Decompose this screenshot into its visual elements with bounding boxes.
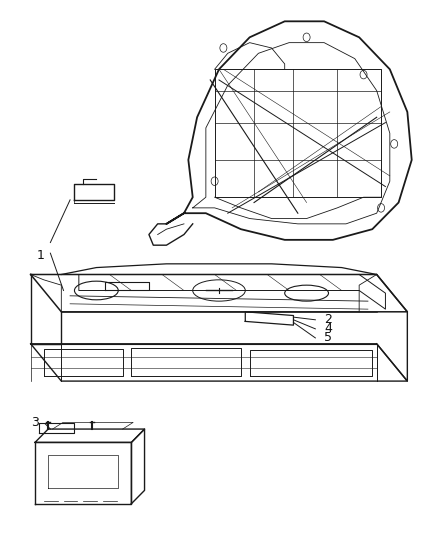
Text: 5: 5 xyxy=(324,332,332,344)
Text: 2: 2 xyxy=(324,313,332,326)
Text: 4: 4 xyxy=(324,322,332,335)
Text: 1: 1 xyxy=(36,249,44,262)
Text: 3: 3 xyxy=(31,416,39,429)
